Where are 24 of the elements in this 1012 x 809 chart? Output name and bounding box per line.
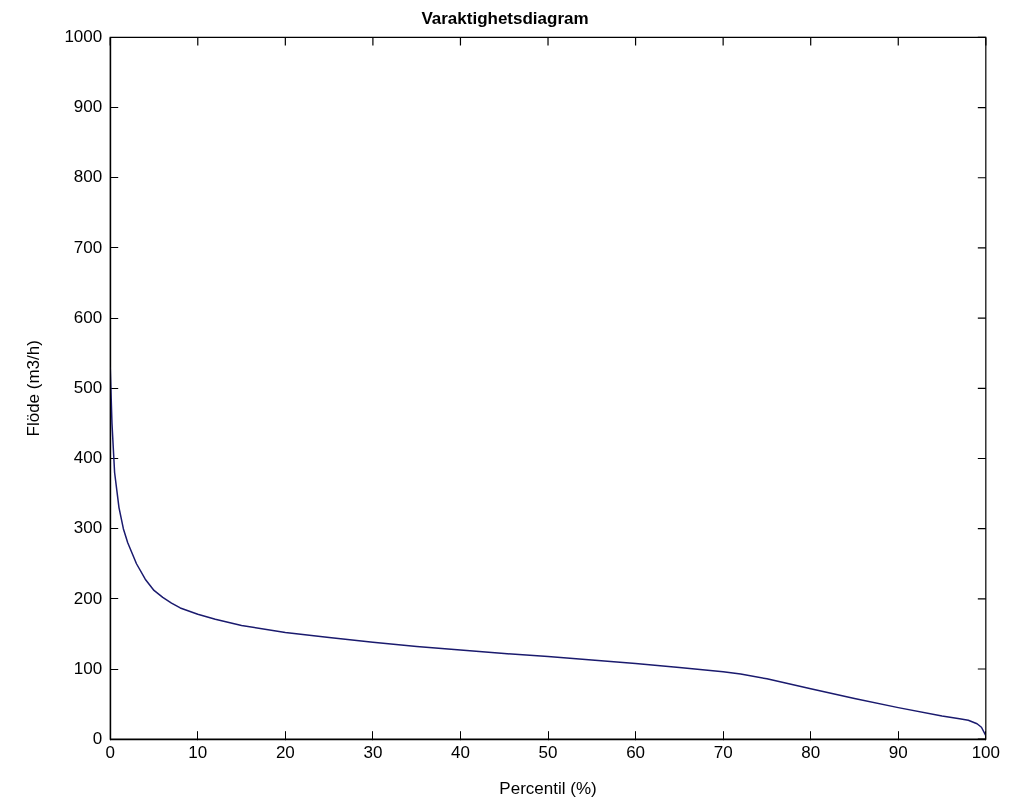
y-tick-label: 1000	[64, 27, 103, 47]
y-tick-label: 200	[73, 588, 103, 608]
chart-title: Varaktighetsdiagram	[421, 8, 589, 28]
x-tick-label: 10	[188, 743, 208, 763]
y-tick-label: 800	[73, 167, 103, 187]
x-tick-label: 40	[451, 743, 470, 763]
x-tick-label: 50	[538, 743, 558, 763]
x-tick-label: 70	[713, 743, 733, 763]
x-tick-label: 30	[363, 743, 383, 763]
y-tick-label: 100	[73, 658, 103, 678]
x-tick-label: 60	[626, 743, 646, 763]
y-axis-title: Flöde (m3/h)	[23, 340, 43, 437]
x-tick-label: 20	[275, 743, 295, 763]
y-tick-label: 400	[73, 448, 103, 468]
x-tick-label: 100	[971, 743, 1001, 763]
x-axis-title: Percentil (%)	[499, 779, 597, 799]
y-tick-label: 900	[73, 97, 103, 117]
x-tick-label: 80	[801, 743, 821, 763]
x-tick-label: 90	[888, 743, 908, 763]
y-tick-label: 300	[73, 518, 103, 538]
y-tick-label: 600	[73, 307, 103, 327]
y-tick-label: 500	[73, 377, 103, 397]
y-tick-label: 0	[92, 728, 103, 748]
y-tick-label: 700	[73, 237, 103, 257]
